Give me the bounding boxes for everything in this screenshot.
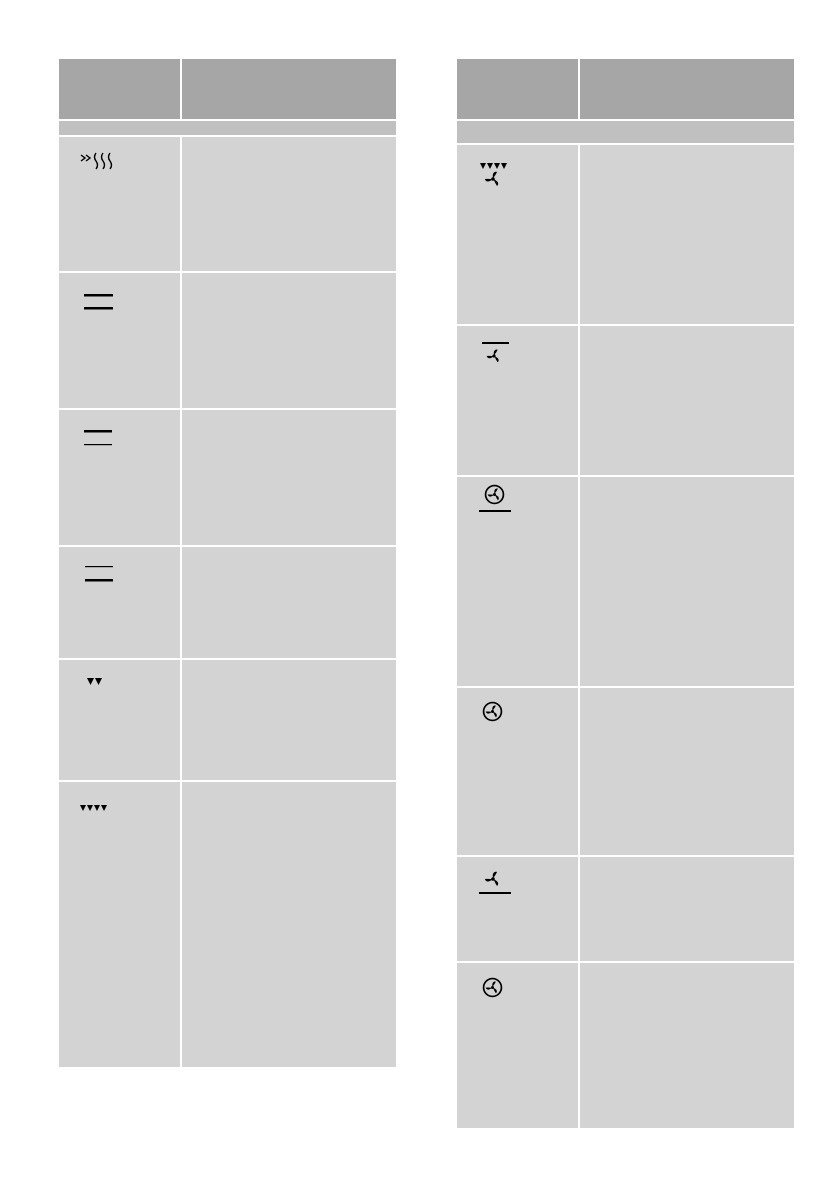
icon-cell: [59, 273, 180, 408]
lines-icon: [84, 430, 112, 446]
icon-cell: [457, 477, 578, 686]
icon-cell: [59, 137, 180, 271]
description-cell: [580, 688, 794, 855]
description-cell: [580, 326, 794, 475]
description-cell: [580, 145, 794, 324]
fan-icon: [482, 342, 509, 363]
icon-cell: [457, 688, 578, 855]
icon-cell: [457, 963, 578, 1128]
right-table: [457, 59, 794, 1128]
header-cell: [457, 59, 578, 119]
lines-icon: [84, 294, 113, 310]
level-icon: [87, 678, 102, 685]
icon-cell: [457, 857, 578, 961]
icon-cell: [59, 660, 180, 780]
icon-cell: [59, 547, 180, 658]
icon-cell: [457, 326, 578, 475]
description-cell: [182, 137, 396, 271]
rows: [457, 145, 794, 1128]
description-cell: [580, 477, 794, 686]
description-cell: [182, 410, 396, 545]
header-cell: [182, 59, 396, 119]
left-table: [59, 59, 396, 1067]
header-cell: [580, 59, 794, 119]
heat-icon: [80, 152, 113, 170]
description-cell: [580, 963, 794, 1128]
description-cell: [182, 782, 396, 1067]
description-cell: [182, 547, 396, 658]
fan-icon: [479, 486, 511, 512]
fan-icon: [479, 871, 511, 894]
description-cell: [182, 660, 396, 780]
description-cell: [182, 273, 396, 408]
icon-cell: [59, 782, 180, 1067]
icon-cell: [59, 410, 180, 545]
icon-cell: [457, 145, 578, 324]
level-icon: [80, 805, 107, 811]
description-cell: [580, 857, 794, 961]
section-band: [59, 121, 396, 135]
section-band: [457, 121, 794, 143]
rows: [59, 137, 396, 1067]
header-cell: [59, 59, 180, 119]
fan-level-icon: [480, 163, 507, 187]
lines-icon: [85, 566, 113, 582]
